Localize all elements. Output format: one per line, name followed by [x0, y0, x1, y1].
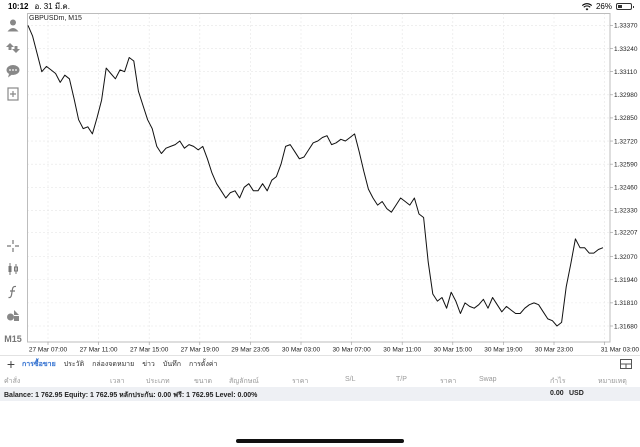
col-price: ราคา [440, 378, 457, 385]
new-order-icon[interactable] [4, 85, 22, 103]
x-tick-label: 30 Mar 15:00 [434, 347, 473, 354]
trade-icon[interactable] [4, 39, 22, 57]
y-tick-label: 1.33110 [614, 69, 637, 76]
price-chart[interactable]: 1.33370 1.33240 1.33110 1.32980 1.32850 1.327… [27, 13, 640, 355]
tab-settings[interactable]: การตั้งค่า [188, 360, 218, 368]
col-comment: หมายเหตุ [598, 378, 627, 385]
status-date: อ. 31 มี.ค. [34, 2, 70, 11]
y-tick-label: 1.32590 [614, 161, 638, 168]
col-open-price: ราคา [292, 378, 309, 385]
col-order: คำสั่ง [4, 378, 21, 385]
tab-journal[interactable]: บันทึก [162, 360, 181, 368]
plot-frame [27, 13, 611, 343]
objects-icon[interactable] [4, 306, 22, 324]
y-tick-label: 1.31680 [614, 323, 638, 330]
col-time: เวลา [110, 378, 125, 385]
y-tick-label: 1.33370 [614, 23, 638, 30]
x-tick-label: 30 Mar 11:00 [383, 347, 421, 354]
chart-grid [27, 13, 610, 342]
y-tick-label: 1.32980 [614, 92, 638, 99]
x-tick-label: 27 Mar 07:00 [29, 347, 68, 354]
total-profit: 0.00 [550, 390, 564, 397]
crosshair-icon[interactable] [4, 237, 22, 255]
y-tick-label: 1.31810 [614, 300, 638, 307]
y-tick-label: 1.32207 [614, 230, 638, 237]
balance-summary: Balance: 1 762.95 Equity: 1 762.95 หลักป… [4, 392, 258, 399]
chart-axis [27, 13, 613, 345]
x-tick-label: 30 Mar 23:00 [535, 347, 574, 354]
tab-trade[interactable]: การซื้อขาย [22, 360, 56, 368]
status-time: 10:12 [8, 2, 29, 11]
x-tick-label: 27 Mar 11:00 [80, 347, 118, 354]
col-swap: Swap [479, 376, 497, 383]
chart-line-layer [27, 25, 604, 327]
chart-symbol-label: GBPUSDm, M15 [29, 15, 82, 22]
chat-icon[interactable] [4, 62, 22, 80]
terminal-tabs-bar: + การซื้อขาย ประวัติ กล่องจดหมาย ข่าว บั… [0, 355, 640, 372]
battery-icon [616, 3, 634, 10]
account-icon[interactable] [4, 16, 22, 34]
y-tick-label: 1.32070 [614, 254, 638, 261]
y-tick-label: 1.32330 [614, 208, 638, 215]
left-toolbar: M15 [0, 13, 26, 353]
col-profit: กำไร [550, 378, 566, 385]
col-type: ประเภท [146, 378, 170, 385]
x-tick-label: 30 Mar 03:00 [282, 347, 321, 354]
tab-history[interactable]: ประวัติ [63, 360, 85, 368]
balance-row: Balance: 1 762.95 Equity: 1 762.95 หลักป… [0, 387, 640, 401]
y-tick-label: 1.33240 [614, 46, 638, 53]
col-tp: T/P [396, 376, 407, 383]
chart-canvas[interactable]: 1.33370 1.33240 1.33110 1.32980 1.32850 1.327… [27, 13, 640, 355]
col-sl: S/L [345, 376, 356, 383]
panel-toggle-icon[interactable] [620, 359, 632, 369]
tab-mailbox[interactable]: กล่องจดหมาย [92, 360, 135, 368]
status-bar: 10:12 อ. 31 มี.ค. 26% [0, 0, 640, 13]
status-right: 26% [581, 2, 634, 11]
chart-labels: 1.33370 1.33240 1.33110 1.32980 1.32850 1.327… [29, 23, 640, 354]
tab-news[interactable]: ข่าว [142, 360, 155, 368]
candlestick-icon[interactable] [4, 260, 22, 278]
x-tick-label: 30 Mar 19:00 [484, 347, 523, 354]
price-line-series [27, 25, 604, 327]
x-tick-label: 29 Mar 23:05 [231, 347, 270, 354]
battery-percent: 26% [595, 2, 612, 11]
y-tick-label: 1.32460 [614, 185, 638, 192]
x-tick-label: 30 Mar 07:00 [332, 347, 371, 354]
x-tick-label: 27 Mar 19:00 [181, 347, 220, 354]
add-button[interactable]: + [6, 356, 16, 372]
y-tick-label: 1.31940 [614, 277, 638, 284]
y-tick-label: 1.32850 [614, 115, 638, 122]
home-indicator[interactable] [236, 439, 404, 443]
x-tick-label: 31 Mar 03:00 [601, 347, 640, 354]
currency-label: USD [569, 390, 584, 397]
col-volume: ขนาด [194, 378, 213, 385]
y-tick-label: 1.32720 [614, 138, 638, 145]
trade-columns-header: คำสั่ง เวลา ประเภท ขนาด สัญลักษณ์ ราคา S… [0, 373, 640, 387]
timeframe-button[interactable]: M15 [4, 334, 22, 344]
wifi-icon [581, 2, 592, 10]
x-tick-label: 27 Mar 15:00 [130, 347, 169, 354]
indicator-icon[interactable] [4, 283, 22, 301]
col-symbol: สัญลักษณ์ [229, 378, 259, 385]
